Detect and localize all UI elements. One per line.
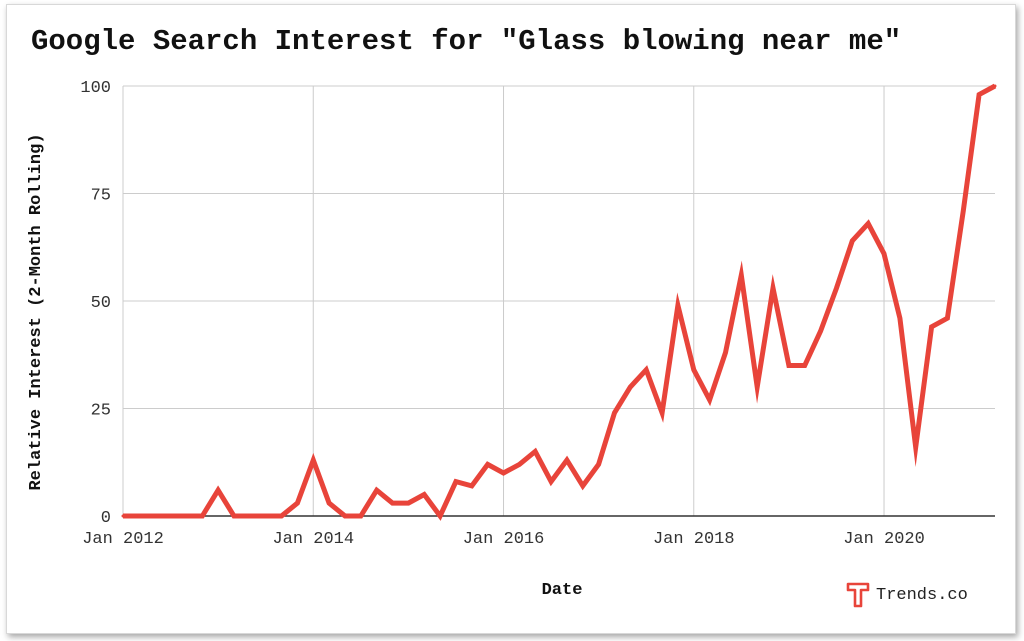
data-point [375, 488, 379, 492]
data-point [565, 458, 569, 462]
data-points [121, 84, 997, 518]
data-point [169, 514, 173, 518]
data-point [882, 252, 886, 256]
x-tick-label: Jan 2012 [82, 530, 164, 549]
data-point [708, 398, 712, 402]
data-point [232, 514, 236, 518]
data-point [517, 462, 521, 466]
data-point [914, 445, 918, 449]
brand-watermark: Trends.co [846, 582, 968, 608]
data-point [502, 471, 505, 475]
data-point [359, 514, 363, 518]
data-point [486, 462, 490, 466]
x-axis-ticks: Jan 2012 Jan 2014 Jan 2016 Jan 2018 Jan 2020 [82, 530, 925, 549]
data-point [406, 501, 410, 505]
data-point [628, 385, 632, 389]
data-point [533, 450, 537, 453]
data-point [327, 501, 331, 505]
data-point [438, 514, 442, 518]
data-point [184, 514, 188, 518]
data-point [454, 480, 458, 484]
y-axis-ticks: 0 25 50 75 100 [80, 79, 111, 528]
data-point [803, 364, 807, 367]
data-point [391, 501, 394, 505]
data-point [153, 514, 157, 518]
x-tick-label: Jan 2018 [653, 530, 735, 549]
y-tick-label: 100 [80, 79, 111, 98]
data-point [692, 368, 696, 372]
data-point [581, 484, 585, 488]
data-point [644, 368, 648, 372]
data-point [311, 458, 315, 462]
data-point [850, 239, 854, 243]
data-point [613, 411, 616, 415]
data-point [676, 303, 680, 307]
data-point [121, 514, 125, 518]
data-point [597, 462, 601, 466]
data-point [248, 514, 252, 518]
data-point [866, 222, 870, 226]
chart-title: Google Search Interest for "Glass blowin… [31, 25, 902, 58]
brand-label: Trends.co [876, 585, 968, 605]
data-point [755, 385, 759, 389]
gridlines [122, 85, 995, 516]
y-tick-label: 25 [91, 402, 111, 421]
data-point [422, 493, 426, 496]
data-point [739, 273, 743, 277]
data-point [264, 514, 268, 518]
chart-card: Google Search Interest for "Glass blowin… [6, 4, 1016, 634]
series-line [123, 83, 997, 521]
data-point [280, 514, 283, 518]
data-point [295, 501, 299, 505]
y-axis-title: Relative Interest (2-Month Rolling) [27, 133, 46, 490]
data-point [660, 411, 664, 415]
data-point [819, 329, 823, 333]
data-point [724, 351, 727, 355]
data-point [549, 480, 553, 484]
x-axis-title: Date [542, 581, 583, 600]
data-point [343, 514, 347, 518]
trends-logo-icon [846, 582, 870, 608]
data-point [930, 325, 934, 329]
data-point [137, 514, 141, 518]
data-point [470, 484, 474, 488]
y-tick-label: 0 [101, 509, 111, 528]
data-point [216, 488, 220, 492]
data-point [945, 316, 949, 320]
data-point [961, 209, 965, 213]
data-point [977, 93, 981, 97]
x-tick-label: Jan 2016 [463, 530, 545, 549]
data-point [771, 286, 775, 290]
x-tick-label: Jan 2014 [272, 530, 354, 549]
x-tick-label: Jan 2020 [843, 530, 925, 549]
data-point [898, 316, 902, 320]
data-point [200, 514, 204, 518]
data-point [787, 364, 791, 367]
y-tick-label: 75 [91, 187, 111, 206]
data-point [993, 84, 997, 88]
data-point [835, 286, 838, 290]
y-tick-label: 50 [91, 294, 111, 313]
